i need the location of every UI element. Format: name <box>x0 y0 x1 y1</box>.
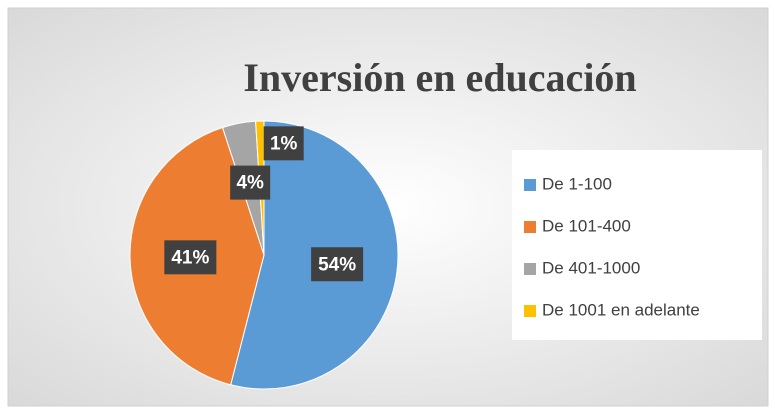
data-label: 54% <box>318 254 356 275</box>
legend-swatch <box>524 305 536 317</box>
legend-label: De 1001 en adelante <box>542 300 700 319</box>
chart-title: Inversión en educación <box>243 55 636 100</box>
legend-label: De 401-1000 <box>542 258 640 277</box>
data-label-box <box>230 165 271 200</box>
data-label-box <box>164 240 217 275</box>
data-label: 41% <box>171 247 209 268</box>
legend-label: De 101-400 <box>542 216 631 235</box>
data-label-box <box>263 126 304 161</box>
legend-swatch <box>524 263 536 275</box>
data-label: 1% <box>270 133 298 154</box>
legend-box <box>512 150 762 340</box>
legend-swatch <box>524 179 536 191</box>
legend-label: De 1-100 <box>542 174 612 193</box>
data-label-box <box>311 247 364 282</box>
legend-swatch <box>524 221 536 233</box>
data-label: 4% <box>236 173 264 194</box>
